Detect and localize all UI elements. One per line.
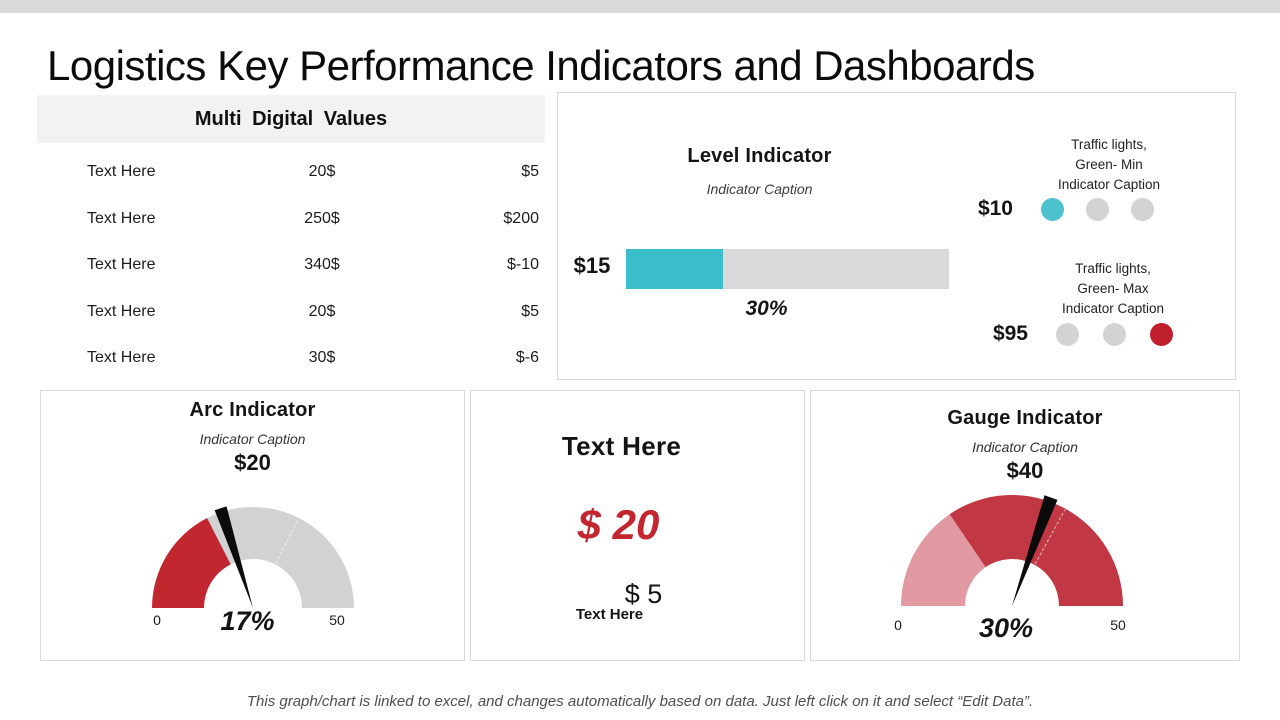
traffic-min-caption: Traffic lights, Green- Min Indicator Capti… — [1057, 137, 1161, 192]
row-label: Text Here — [87, 349, 156, 367]
kpi-secondary-label: Text Here — [575, 606, 644, 623]
traffic-max-value: $95 — [992, 322, 1028, 345]
level-progress-track — [626, 249, 949, 289]
row-value1: 340$ — [304, 256, 340, 274]
table-title: Multi Digital Values — [37, 95, 545, 143]
level-indicator-caption: Indicator Caption — [706, 181, 813, 197]
level-percent-label: 30% — [745, 297, 788, 320]
row-value1: 30$ — [308, 349, 336, 367]
arc-indicator-value: $20 — [234, 450, 271, 475]
row-value2: $-10 — [506, 256, 539, 274]
row-value1: 20$ — [308, 302, 336, 320]
traffic-max-lights — [1056, 322, 1173, 346]
arc-indicator-panel[interactable]: Arc Indicator Indicator Caption $20 0 50… — [40, 390, 465, 661]
gauge-indicator-panel[interactable]: Gauge Indicator Indicator Caption $40 0 … — [810, 390, 1240, 661]
table-row: Text Here 20$ $5 — [37, 289, 545, 336]
traffic-light-dot — [1086, 197, 1109, 221]
kpi-text-panel[interactable]: Text Here $ 20 $ 5 Text Here — [470, 390, 805, 661]
table-body: Text Here 20$ $5 Text Here 250$ $200 Tex… — [37, 143, 545, 382]
arc-axis-min: 0 — [153, 612, 161, 628]
table-row: Text Here 20$ $5 — [37, 149, 545, 196]
arc-gauge-chart — [151, 506, 354, 608]
row-label: Text Here — [87, 209, 156, 227]
row-value2: $-6 — [515, 349, 539, 367]
footer-note: This graph/chart is linked to excel, and… — [246, 693, 1034, 710]
traffic-min-row: $10 — [963, 197, 1154, 221]
traffic-light-dot — [1131, 197, 1154, 221]
row-value2: $5 — [521, 302, 539, 320]
row-value1: 20$ — [308, 163, 336, 181]
arc-indicator-title: Arc Indicator — [189, 399, 316, 421]
row-label: Text Here — [87, 163, 156, 181]
table-row: Text Here 30$ $-6 — [37, 335, 545, 382]
gauge-axis-min: 0 — [894, 617, 902, 633]
gauge-gauge-chart — [901, 494, 1123, 606]
row-label: Text Here — [87, 256, 156, 274]
multi-digital-values-table[interactable]: Multi Digital Values Text Here 20$ $5 Te… — [37, 95, 545, 382]
gauge-indicator-value: $40 — [1006, 458, 1044, 483]
top-accent-bar — [0, 0, 1280, 13]
table-row: Text Here 250$ $200 — [37, 196, 545, 243]
traffic-light-dot — [1150, 322, 1173, 346]
traffic-max-caption: Traffic lights, Green- Max Indicator Capti… — [1061, 261, 1165, 316]
arc-percent-label: 17% — [220, 606, 275, 636]
kpi-secondary-value: $ 5 — [624, 579, 663, 609]
row-value1: 250$ — [304, 209, 340, 227]
level-progress-fill — [626, 249, 723, 289]
arc-gauge — [41, 498, 464, 616]
arc-indicator-caption: Indicator Caption — [199, 431, 306, 447]
arc-axis-max: 50 — [329, 612, 345, 628]
level-indicator-panel[interactable]: Level Indicator Indicator Caption $15 30… — [557, 92, 1236, 380]
gauge-gauge — [811, 490, 1239, 614]
kpi-title: Text Here — [561, 431, 682, 461]
kpi-primary-value: $ 20 — [577, 501, 660, 548]
traffic-min-lights — [1041, 197, 1154, 221]
table-row: Text Here 340$ $-10 — [37, 242, 545, 289]
level-indicator-title: Level Indicator — [687, 145, 832, 167]
gauge-percent-label: 30% — [978, 613, 1034, 643]
page-title: Logistics Key Performance Indicators and… — [47, 42, 1035, 90]
traffic-light-dot — [1103, 322, 1126, 346]
level-value-label: $15 — [573, 253, 611, 278]
gauge-indicator-title: Gauge Indicator — [947, 407, 1103, 429]
row-value2: $200 — [503, 209, 539, 227]
traffic-light-dot — [1041, 197, 1064, 221]
row-value2: $5 — [521, 163, 539, 181]
traffic-max-row: $95 — [978, 322, 1173, 346]
gauge-indicator-caption: Indicator Caption — [972, 439, 1078, 455]
traffic-light-dot — [1056, 322, 1079, 346]
gauge-axis-max: 50 — [1110, 617, 1126, 633]
row-label: Text Here — [87, 302, 156, 320]
traffic-min-value: $10 — [977, 197, 1013, 220]
level-indicator-header: Level Indicator Indicator Caption — [558, 93, 961, 197]
